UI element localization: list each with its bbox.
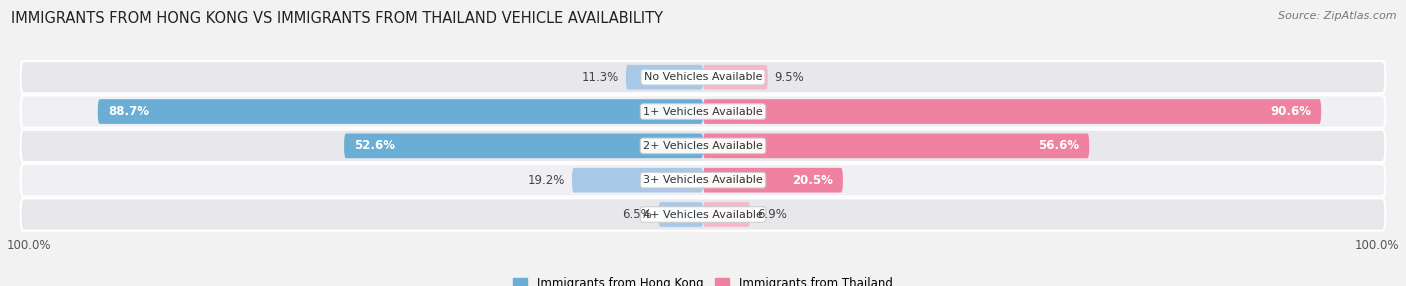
FancyBboxPatch shape	[21, 61, 1385, 93]
FancyBboxPatch shape	[21, 130, 1385, 162]
FancyBboxPatch shape	[703, 99, 1322, 124]
FancyBboxPatch shape	[703, 168, 842, 192]
FancyBboxPatch shape	[572, 168, 703, 192]
Text: 20.5%: 20.5%	[792, 174, 832, 187]
Text: No Vehicles Available: No Vehicles Available	[644, 72, 762, 82]
FancyBboxPatch shape	[703, 65, 768, 90]
FancyBboxPatch shape	[658, 202, 703, 227]
Text: 6.5%: 6.5%	[621, 208, 652, 221]
FancyBboxPatch shape	[344, 134, 703, 158]
Text: 56.6%: 56.6%	[1038, 139, 1078, 152]
Text: 11.3%: 11.3%	[582, 71, 619, 84]
Text: 100.0%: 100.0%	[7, 239, 52, 252]
FancyBboxPatch shape	[626, 65, 703, 90]
Text: 88.7%: 88.7%	[108, 105, 149, 118]
Text: 9.5%: 9.5%	[775, 71, 804, 84]
FancyBboxPatch shape	[703, 134, 1090, 158]
Text: 3+ Vehicles Available: 3+ Vehicles Available	[643, 175, 763, 185]
Text: Source: ZipAtlas.com: Source: ZipAtlas.com	[1278, 11, 1396, 21]
Text: IMMIGRANTS FROM HONG KONG VS IMMIGRANTS FROM THAILAND VEHICLE AVAILABILITY: IMMIGRANTS FROM HONG KONG VS IMMIGRANTS …	[11, 11, 664, 26]
FancyBboxPatch shape	[21, 96, 1385, 128]
Text: 19.2%: 19.2%	[527, 174, 565, 187]
Legend: Immigrants from Hong Kong, Immigrants from Thailand: Immigrants from Hong Kong, Immigrants fr…	[509, 272, 897, 286]
Text: 52.6%: 52.6%	[354, 139, 395, 152]
Text: 1+ Vehicles Available: 1+ Vehicles Available	[643, 107, 763, 116]
Text: 2+ Vehicles Available: 2+ Vehicles Available	[643, 141, 763, 151]
Text: 6.9%: 6.9%	[756, 208, 787, 221]
FancyBboxPatch shape	[21, 164, 1385, 196]
Text: 90.6%: 90.6%	[1270, 105, 1310, 118]
FancyBboxPatch shape	[21, 198, 1385, 231]
Text: 100.0%: 100.0%	[1354, 239, 1399, 252]
FancyBboxPatch shape	[98, 99, 703, 124]
FancyBboxPatch shape	[703, 202, 749, 227]
Text: 4+ Vehicles Available: 4+ Vehicles Available	[643, 210, 763, 219]
